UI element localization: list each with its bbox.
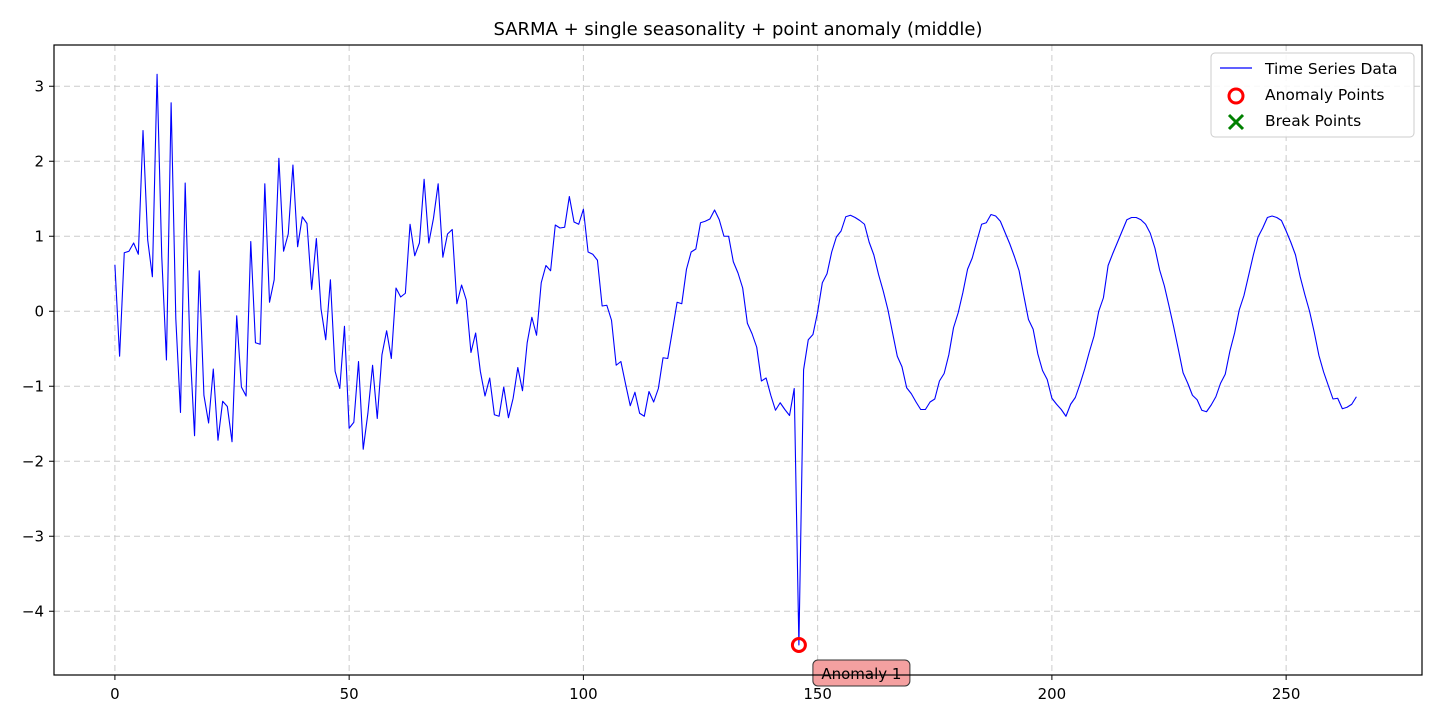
x-tick-label: 100: [569, 685, 598, 703]
y-tick-label: −4: [22, 602, 44, 620]
x-tick-label: 0: [110, 685, 120, 703]
anomaly-label-box: [812, 659, 911, 687]
plot-frame: [53, 44, 1423, 676]
x-tick-label: 250: [1272, 685, 1301, 703]
anomaly-point-marker: [790, 637, 807, 653]
y-tick-label: −2: [22, 452, 44, 470]
legend-box: [1210, 52, 1415, 138]
legend: Time Series Data Anomaly Points Break Po…: [1210, 52, 1415, 138]
y-tick-label: 0: [34, 302, 44, 320]
legend-circle-marker: [1227, 87, 1245, 105]
axes: 0 50 100 150 200 250 3 2 1 0 −1 −2 −3 −4: [22, 77, 1301, 703]
legend-label-anomaly: Anomaly Points: [1265, 86, 1384, 104]
legend-label-break: Break Points: [1265, 112, 1361, 130]
x-tick-label: 50: [340, 685, 359, 703]
legend-x-marker: [1227, 113, 1245, 131]
x-tick-label: 150: [803, 685, 832, 703]
legend-label-series: Time Series Data: [1264, 60, 1397, 78]
grid-lines: [54, 45, 1422, 675]
y-tick-label: −3: [22, 527, 44, 545]
y-tick-label: 3: [34, 77, 44, 95]
anomaly-label: Anomaly 1: [821, 665, 901, 683]
series-layer: [114, 73, 1357, 646]
y-tick-label: 1: [34, 227, 44, 245]
y-tick-label: −1: [22, 377, 44, 395]
x-tick-label: 200: [1038, 685, 1067, 703]
chart-title: SARMA + single seasonality + point anoma…: [493, 19, 982, 40]
y-tick-label: 2: [34, 152, 44, 170]
anomaly-layer: Anomaly 1: [790, 637, 911, 687]
series-line: [114, 73, 1357, 646]
